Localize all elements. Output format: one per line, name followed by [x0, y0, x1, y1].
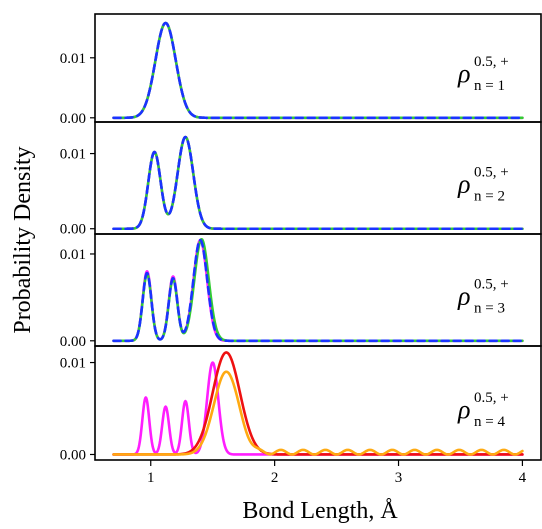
panel-label-superscript: 0.5, + [474, 165, 509, 181]
panel-label-rho: ρ [457, 170, 470, 199]
panel-label-rho: ρ [457, 59, 470, 88]
panel-label-subscript: n = 2 [474, 189, 505, 205]
x-axis-title: Bond Length, Å [242, 498, 398, 524]
x-tick-label: 4 [519, 470, 527, 486]
x-tick-label: 1 [147, 470, 155, 486]
panels: 0.000.01ρ 0.5, +n = 10.000.01ρ 0.5, +n = 2… [60, 13, 542, 463]
y-tick-label: 0.00 [60, 334, 86, 350]
panel-4: 0.00 0.01 ρ 0.5, + n = 4 [60, 345, 542, 463]
panel-label-superscript: 0.5, + [474, 277, 509, 293]
y-tick-label: 0.01 [60, 51, 86, 67]
x-axis: 1 2 3 4 [147, 460, 527, 486]
series-line-orange [112, 370, 524, 456]
y-tick-label: 0.01 [60, 356, 86, 372]
panel-label-superscript: 0.5, + [474, 54, 509, 70]
panel-label-subscript: n = 4 [474, 414, 505, 430]
panel-frame [94, 345, 542, 461]
y-tick-label: 0.00 [60, 447, 86, 463]
panel-2: 0.00 0.01 ρ 0.5, + n = 2 [60, 121, 542, 238]
x-tick-label: 3 [395, 470, 403, 486]
panel-label-rho: ρ [457, 282, 470, 311]
y-tick-label: 0.00 [60, 222, 86, 238]
panel-label-rho: ρ [457, 395, 470, 424]
series-line-blue [112, 21, 524, 120]
y-tick-label: 0.01 [60, 247, 86, 263]
y-tick-label: 0.00 [60, 111, 86, 127]
panel-3: 0.00 0.01 ρ 0.5, + n = 3 [60, 233, 542, 350]
panel-1: 0.00 0.01 ρ 0.5, + n = 1 [60, 13, 542, 127]
x-tick-label: 2 [271, 470, 279, 486]
series-line-blue [112, 135, 524, 231]
y-axis-title: Probability Density [10, 146, 36, 333]
series-line-blue [112, 238, 524, 343]
panel-label-superscript: 0.5, + [474, 390, 509, 406]
panel-label-subscript: n = 3 [474, 301, 505, 317]
panel-label-subscript: n = 1 [474, 78, 505, 94]
y-tick-label: 0.01 [60, 147, 86, 163]
